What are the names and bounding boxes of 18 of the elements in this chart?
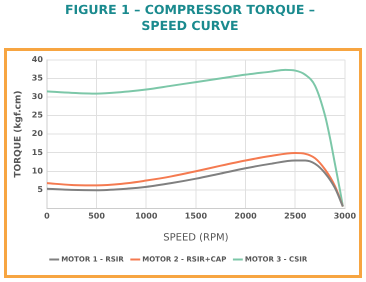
x-tick-label: 0 (44, 211, 50, 220)
y-tick-label: 40 (32, 54, 44, 64)
y-tick-label: 35 (32, 73, 44, 82)
chart-title: FIGURE 1 – COMPRESSOR TORQUE – SPEED CURVE (64, 2, 316, 34)
y-tick-label: 15 (32, 148, 44, 157)
y-tick-label: 25 (32, 110, 44, 120)
x-tick-label: 500 (88, 211, 106, 220)
y-axis-title: TORQUE (kgf.cm) (14, 90, 24, 178)
y-tick-label: 20 (32, 129, 44, 138)
x-tick-label: 3000 (334, 211, 356, 220)
y-tick-label: 5 (37, 184, 44, 194)
y-tick-label: 10 (32, 166, 44, 176)
x-tick-label: 2500 (284, 211, 307, 220)
x-tick-label: 1000 (135, 211, 158, 220)
x-tick-label: 2000 (234, 211, 258, 220)
x-axis-title: SPEED (RPM) (163, 232, 229, 244)
y-tick-label: 30 (32, 92, 44, 102)
x-tick-label: 1500 (184, 211, 208, 220)
